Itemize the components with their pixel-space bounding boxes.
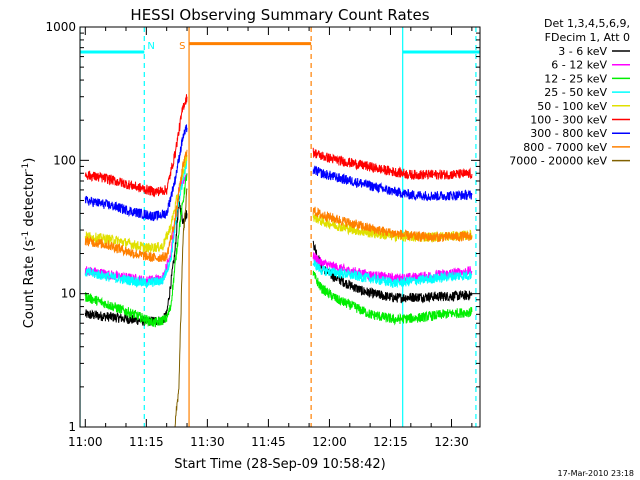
legend-header-2: FDecim 1, Att 0 xyxy=(545,31,630,44)
series-line-3-1 xyxy=(312,258,473,288)
y-axis-label-prefix: Count Rate (s xyxy=(22,240,37,329)
series-line-2-0 xyxy=(84,173,188,328)
plot-frame xyxy=(79,26,481,428)
legend-label: 3 - 6 keV xyxy=(558,45,607,58)
y-axis-label-sup1: -1 xyxy=(21,231,31,240)
flag-n: N xyxy=(147,41,154,52)
series-line-6-1 xyxy=(312,165,473,202)
x-axis-label: Start Time (28-Sep-09 10:58:42) xyxy=(174,457,385,472)
series-line-5-1 xyxy=(312,147,473,180)
y-tick-label: 1000 xyxy=(45,20,76,34)
x-tick-label: 11:15 xyxy=(129,435,164,449)
x-tick-label: 11:00 xyxy=(68,435,103,449)
series-line-2-1 xyxy=(312,270,473,326)
series-line-8-0 xyxy=(174,188,188,427)
x-tick-label: 12:30 xyxy=(434,435,469,449)
y-axis-label: Count Rate (s-1 detector-1) xyxy=(21,158,37,329)
legend-label: 800 - 7000 keV xyxy=(523,141,607,154)
series-line-0-0 xyxy=(84,195,188,327)
series-line-6-0 xyxy=(84,124,188,222)
legend-label: 6 - 12 keV xyxy=(551,59,607,72)
series-line-7-0 xyxy=(84,149,188,262)
x-tick-label: 11:30 xyxy=(190,435,225,449)
legend-label: 12 - 25 keV xyxy=(544,72,607,85)
legend-label: 300 - 800 keV xyxy=(530,127,607,140)
y-axis-label-suffix: ) xyxy=(22,158,37,163)
series-25-50keV xyxy=(84,159,473,289)
y-axis-label-mid: detector xyxy=(22,171,37,231)
footer-date: 17-Mar-2010 23:18 xyxy=(558,469,635,478)
series-7000-20000keV xyxy=(174,188,188,427)
series-line-0-1 xyxy=(312,240,473,304)
x-tick-label: 12:00 xyxy=(312,435,347,449)
series-line-3-0 xyxy=(84,159,188,289)
y-axis-label-sup2: -1 xyxy=(21,163,31,172)
x-tick-label: 12:15 xyxy=(373,435,408,449)
legend-header-1: Det 1,3,4,5,6,9, xyxy=(544,17,630,30)
legend-label: 100 - 300 keV xyxy=(530,114,607,127)
series-12-25keV xyxy=(84,173,473,328)
series-300-800keV xyxy=(84,124,473,222)
series-line-5-0 xyxy=(84,94,188,198)
legend-label: 50 - 100 keV xyxy=(537,100,607,113)
legend-label: 25 - 50 keV xyxy=(544,86,607,99)
y-tick-label: 100 xyxy=(53,153,76,167)
series-50-100keV xyxy=(84,153,473,253)
y-tick-label: 10 xyxy=(61,287,76,301)
flag-s: S xyxy=(179,41,185,52)
series-3-6keV xyxy=(84,195,473,327)
y-tick-label: 1 xyxy=(68,420,76,434)
series-800-7000keV xyxy=(84,149,473,262)
x-tick-label: 11:45 xyxy=(251,435,286,449)
series-line-7-1 xyxy=(312,206,473,243)
chart-title: HESSI Observing Summary Count Rates xyxy=(130,6,429,24)
series-100-300keV xyxy=(84,94,473,198)
legend-label: 7000 - 20000 keV xyxy=(509,155,607,168)
